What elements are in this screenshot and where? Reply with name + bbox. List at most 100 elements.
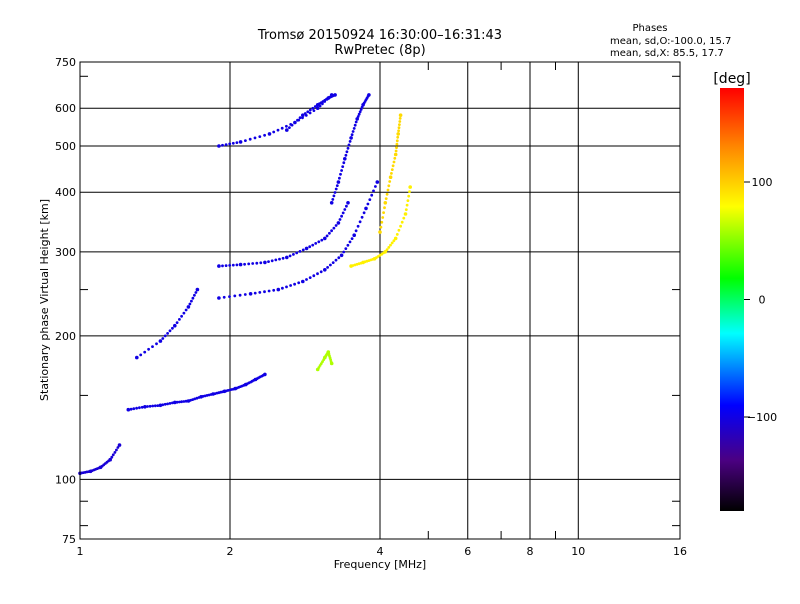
data-point xyxy=(407,194,411,198)
data-point xyxy=(281,256,285,260)
data-point xyxy=(290,123,294,127)
y-tick-label: 600 xyxy=(55,102,76,115)
data-point xyxy=(397,129,400,133)
y-tick-label: 200 xyxy=(55,330,76,343)
data-point xyxy=(298,116,302,120)
data-point xyxy=(244,139,247,143)
y-tick-label: 750 xyxy=(55,56,76,69)
data-point xyxy=(336,180,341,184)
data-point xyxy=(357,112,361,116)
x-tick-label: 10 xyxy=(571,545,585,558)
data-point xyxy=(238,293,242,297)
data-point xyxy=(343,208,347,211)
data-point xyxy=(253,291,257,295)
data-point xyxy=(359,108,363,111)
data-point xyxy=(175,321,179,324)
data-point xyxy=(370,193,374,197)
y-tick-label: 100 xyxy=(55,473,76,486)
data-point xyxy=(135,406,139,410)
data-point xyxy=(146,405,149,408)
x-tick-label: 4 xyxy=(377,545,384,558)
data-point xyxy=(339,172,342,176)
data-point xyxy=(402,216,406,220)
data-point xyxy=(349,136,353,140)
data-point xyxy=(298,250,302,253)
data-point xyxy=(243,262,247,266)
data-point xyxy=(182,311,186,315)
data-point xyxy=(267,260,270,263)
data-point xyxy=(393,156,397,160)
data-point xyxy=(400,220,404,224)
data-point xyxy=(344,153,348,157)
data-point xyxy=(221,264,224,268)
data-point xyxy=(285,124,288,128)
data-point xyxy=(382,211,385,215)
data-point xyxy=(341,165,345,169)
data-point xyxy=(345,204,348,208)
data-point xyxy=(333,191,337,194)
data-point xyxy=(338,176,341,180)
data-point xyxy=(138,406,141,410)
colorbar xyxy=(720,88,744,511)
data-point xyxy=(276,128,280,132)
y-tick-label: 300 xyxy=(55,246,76,259)
data-point xyxy=(113,451,117,454)
data-point xyxy=(301,279,305,284)
data-point xyxy=(293,282,296,286)
data-point xyxy=(340,214,343,218)
data-point xyxy=(385,248,389,252)
data-point xyxy=(178,318,181,321)
x-tick-label: 16 xyxy=(673,545,687,558)
data-point xyxy=(270,259,274,263)
data-point xyxy=(355,117,360,121)
data-point xyxy=(397,228,401,232)
data-point xyxy=(358,110,362,114)
data-point xyxy=(143,405,147,409)
data-point xyxy=(295,251,299,255)
data-point xyxy=(163,334,167,338)
data-point xyxy=(248,137,252,141)
data-point xyxy=(332,226,336,230)
data-point xyxy=(393,236,398,241)
data-point xyxy=(228,264,232,267)
data-point xyxy=(140,405,144,409)
data-point xyxy=(193,293,196,297)
data-point xyxy=(358,220,362,224)
data-point xyxy=(398,120,402,123)
data-point xyxy=(306,110,310,114)
data-point xyxy=(334,258,338,262)
data-point xyxy=(251,262,255,265)
data-point xyxy=(354,229,358,233)
x-axis-ticks: 1 2 4 6 8 10 16 xyxy=(77,62,687,558)
data-point xyxy=(228,142,232,146)
data-point xyxy=(396,132,401,136)
data-point xyxy=(263,133,266,137)
data-point xyxy=(345,150,349,154)
data-point xyxy=(292,253,295,256)
data-point xyxy=(351,130,355,133)
data-point xyxy=(343,157,347,161)
data-point xyxy=(323,236,327,241)
data-point xyxy=(374,185,377,188)
data-point xyxy=(233,294,237,298)
data-point xyxy=(178,400,181,404)
data-point xyxy=(356,115,360,118)
data-point xyxy=(191,296,195,300)
data-point xyxy=(350,237,354,241)
data-point xyxy=(111,453,115,457)
data-point xyxy=(132,407,136,411)
data-point xyxy=(386,188,390,192)
data-point xyxy=(346,201,350,205)
colorbar-tick-label: −100 xyxy=(747,411,777,424)
data-point xyxy=(383,201,388,205)
data-point xyxy=(346,146,350,150)
data-point xyxy=(314,242,318,245)
data-point xyxy=(372,189,375,193)
data-point xyxy=(280,126,284,130)
data-point xyxy=(281,286,284,290)
data-point xyxy=(388,180,392,183)
data-point xyxy=(163,402,167,406)
data-point xyxy=(221,143,224,147)
data-point xyxy=(171,326,174,330)
